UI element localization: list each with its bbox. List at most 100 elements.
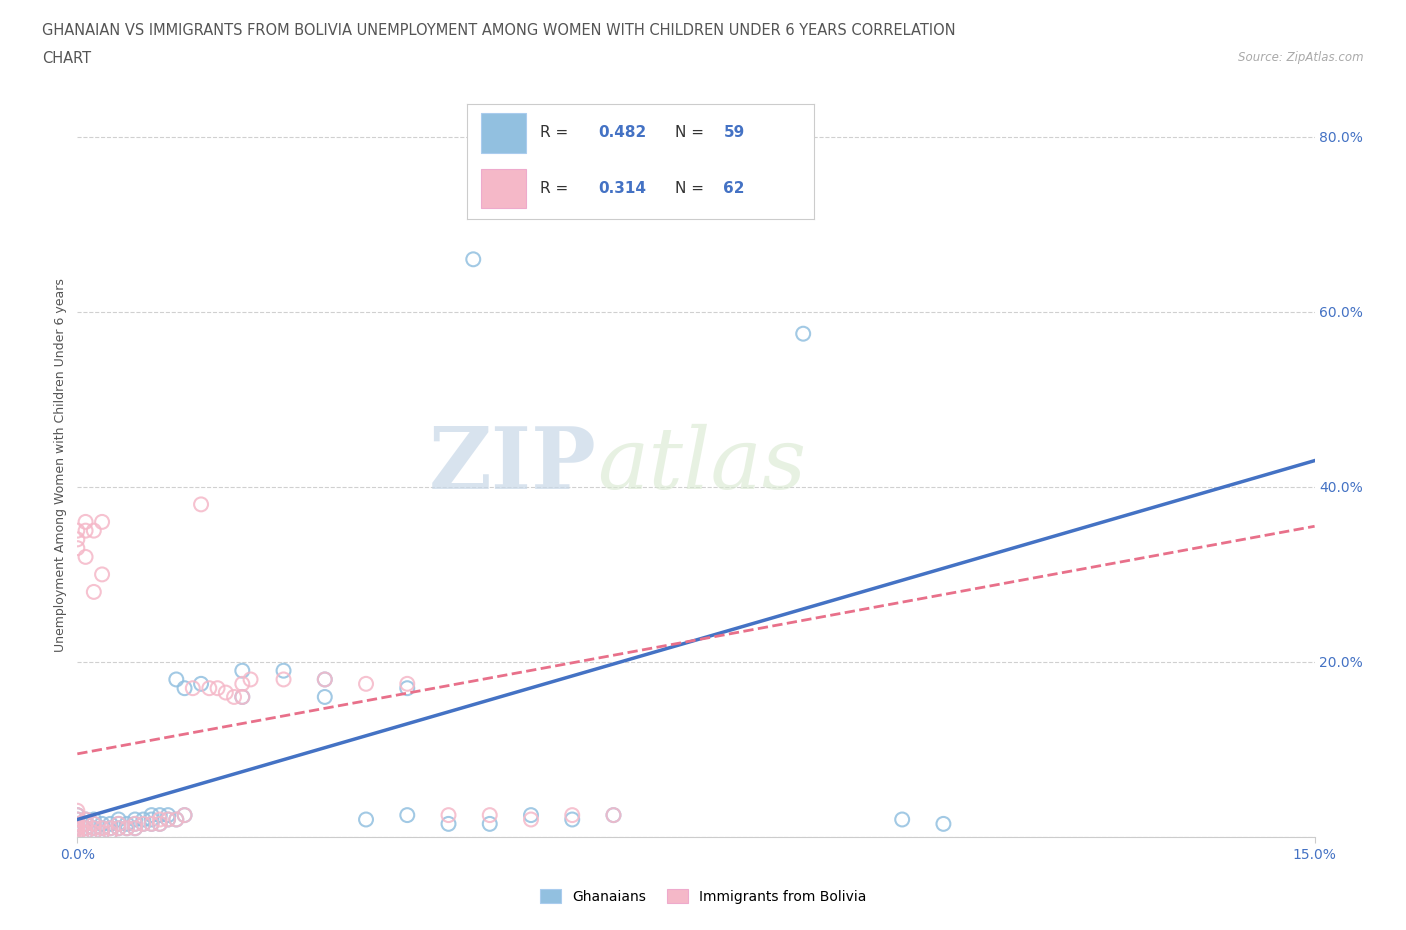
Point bbox=[231, 689, 253, 704]
Point bbox=[91, 821, 114, 836]
Point bbox=[520, 807, 543, 822]
Point bbox=[75, 825, 97, 840]
Point bbox=[132, 817, 155, 831]
Point bbox=[231, 689, 253, 704]
Text: GHANAIAN VS IMMIGRANTS FROM BOLIVIA UNEMPLOYMENT AMONG WOMEN WITH CHILDREN UNDER: GHANAIAN VS IMMIGRANTS FROM BOLIVIA UNEM… bbox=[42, 23, 956, 38]
Point bbox=[198, 681, 221, 696]
Point bbox=[396, 681, 419, 696]
Point bbox=[124, 821, 146, 836]
Point bbox=[66, 807, 89, 822]
Point bbox=[83, 821, 105, 836]
Point bbox=[66, 830, 89, 844]
Y-axis label: Unemployment Among Women with Children Under 6 years: Unemployment Among Women with Children U… bbox=[53, 278, 67, 652]
Point bbox=[173, 807, 195, 822]
Point bbox=[66, 812, 89, 827]
Point bbox=[83, 821, 105, 836]
Point bbox=[215, 685, 238, 700]
Point bbox=[107, 817, 129, 831]
Text: Source: ZipAtlas.com: Source: ZipAtlas.com bbox=[1239, 51, 1364, 64]
Point bbox=[354, 676, 377, 691]
Point bbox=[132, 812, 155, 827]
Point bbox=[66, 812, 89, 827]
Point bbox=[891, 812, 914, 827]
Point bbox=[83, 825, 105, 840]
Point bbox=[66, 821, 89, 836]
Point bbox=[75, 550, 97, 565]
Point bbox=[75, 524, 97, 538]
Point bbox=[173, 807, 195, 822]
Point bbox=[231, 676, 253, 691]
Point bbox=[115, 817, 138, 831]
Point bbox=[124, 817, 146, 831]
Point bbox=[561, 807, 583, 822]
Point bbox=[66, 825, 89, 840]
Point bbox=[66, 807, 89, 822]
Point bbox=[149, 817, 172, 831]
Point bbox=[124, 812, 146, 827]
Point bbox=[314, 672, 336, 687]
Point bbox=[396, 676, 419, 691]
Point bbox=[141, 817, 163, 831]
Point bbox=[98, 821, 121, 836]
Point bbox=[66, 817, 89, 831]
Point bbox=[165, 812, 187, 827]
Point bbox=[91, 514, 114, 529]
Point bbox=[66, 532, 89, 547]
Text: ZIP: ZIP bbox=[429, 423, 598, 507]
Point bbox=[437, 817, 460, 831]
Point bbox=[83, 817, 105, 831]
Point bbox=[354, 812, 377, 827]
Point bbox=[157, 812, 180, 827]
Point bbox=[66, 817, 89, 831]
Point bbox=[75, 825, 97, 840]
Point bbox=[157, 812, 180, 827]
Point bbox=[463, 252, 485, 267]
Point bbox=[149, 817, 172, 831]
Point bbox=[239, 672, 262, 687]
Point bbox=[91, 567, 114, 582]
Point bbox=[91, 817, 114, 831]
Point bbox=[98, 821, 121, 836]
Point bbox=[792, 326, 814, 341]
Point bbox=[66, 524, 89, 538]
Point bbox=[75, 514, 97, 529]
Point bbox=[141, 807, 163, 822]
Point bbox=[66, 819, 89, 834]
Point bbox=[107, 817, 129, 831]
Point bbox=[207, 681, 229, 696]
Point bbox=[149, 812, 172, 827]
Point bbox=[157, 807, 180, 822]
Point bbox=[222, 689, 245, 704]
Point bbox=[83, 584, 105, 599]
Point bbox=[115, 821, 138, 836]
Point bbox=[520, 812, 543, 827]
Point bbox=[75, 821, 97, 836]
Point bbox=[602, 807, 624, 822]
Point bbox=[231, 663, 253, 678]
Point bbox=[932, 817, 955, 831]
Point bbox=[141, 812, 163, 827]
Point bbox=[107, 812, 129, 827]
Point bbox=[75, 812, 97, 827]
Text: CHART: CHART bbox=[42, 51, 91, 66]
Point bbox=[91, 825, 114, 840]
Point bbox=[478, 807, 501, 822]
Point bbox=[75, 817, 97, 831]
Point bbox=[83, 524, 105, 538]
Point bbox=[83, 812, 105, 827]
Point bbox=[91, 825, 114, 840]
Point bbox=[75, 817, 97, 831]
Point bbox=[273, 663, 295, 678]
Point bbox=[273, 672, 295, 687]
Point bbox=[66, 821, 89, 836]
Point bbox=[66, 825, 89, 840]
Point bbox=[91, 821, 114, 836]
Point bbox=[107, 821, 129, 836]
Point bbox=[75, 821, 97, 836]
Point bbox=[115, 821, 138, 836]
Point bbox=[98, 825, 121, 840]
Point bbox=[75, 812, 97, 827]
Point bbox=[107, 821, 129, 836]
Point bbox=[314, 672, 336, 687]
Point bbox=[66, 804, 89, 818]
